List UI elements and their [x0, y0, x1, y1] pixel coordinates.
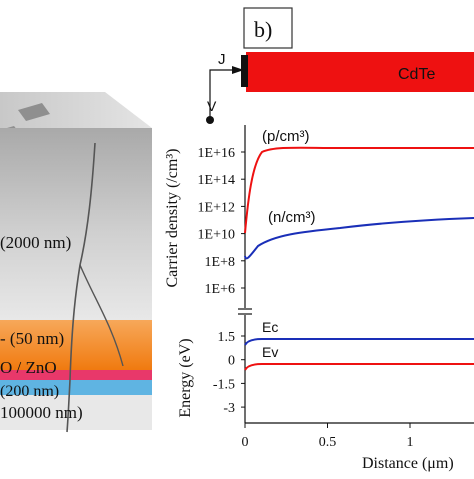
carrier-y-tick-label: 1E+10 — [198, 228, 235, 243]
energy-y-ticks: 1.5 0 -1.5 -3 — [213, 330, 245, 416]
energy-y-tick-label: -3 — [223, 401, 235, 416]
x-tick-label: 0.5 — [319, 435, 337, 450]
carrier-y-tick-label: 1E+16 — [198, 146, 235, 161]
right-panel: b) CdTe J V 1E+16 1E+14 1E+12 1E+10 1E+8 1E+6… — [164, 8, 474, 472]
ec-label: Ec — [262, 319, 278, 335]
energy-ylabel: Energy (eV) — [177, 338, 194, 417]
n-density-label: (n/cm³) — [268, 209, 316, 226]
layer-label-blue: (200 nm) — [0, 383, 59, 400]
x-tick-label: 1 — [407, 435, 414, 450]
carrier-y-ticks: 1E+16 1E+14 1E+12 1E+10 1E+8 1E+6 — [198, 146, 245, 297]
energy-y-tick-label: -1.5 — [213, 377, 235, 392]
ec-curve — [245, 339, 474, 345]
energy-y-tick-label: 1.5 — [218, 330, 236, 345]
x-tick-label: 0 — [242, 435, 249, 450]
carrier-density-plot: 1E+16 1E+14 1E+12 1E+10 1E+8 1E+6 Carrier den… — [164, 125, 474, 308]
x-axis-label: Distance (μm) — [362, 455, 454, 472]
voltage-label: V — [207, 98, 217, 114]
current-label: J — [218, 51, 226, 68]
p-density-label: (p/cm³) — [262, 128, 310, 145]
layer-label-pink: O / ZnO — [0, 358, 57, 377]
carrier-ylabel: Carrier density (/cm³) — [164, 149, 181, 288]
circuit: J V — [206, 51, 244, 124]
voltage-terminal — [206, 116, 214, 124]
ev-curve — [245, 364, 474, 370]
carrier-y-tick-label: 1E+8 — [205, 255, 235, 270]
energy-plot: 1.5 0 -1.5 -3 Energy (eV) Ec Ev — [177, 315, 474, 423]
cdte-bar — [246, 52, 474, 92]
panel-label: b) — [254, 17, 272, 42]
device-cross-section: (2000 nm) - (50 nm) O / ZnO (200 nm) 100… — [0, 92, 152, 432]
ev-label: Ev — [262, 344, 278, 360]
carrier-y-tick-label: 1E+14 — [198, 173, 235, 188]
cdte-label: CdTe — [398, 66, 435, 83]
layer-label-substrate: 100000 nm) — [0, 403, 83, 422]
carrier-y-tick-label: 1E+6 — [205, 282, 235, 297]
layer-label-absorber: (2000 nm) — [0, 233, 71, 252]
energy-y-tick-label: 0 — [228, 354, 235, 369]
carrier-y-tick-label: 1E+12 — [198, 200, 235, 215]
layer-label-orange: - (50 nm) — [0, 329, 64, 348]
contact-block — [241, 55, 248, 87]
